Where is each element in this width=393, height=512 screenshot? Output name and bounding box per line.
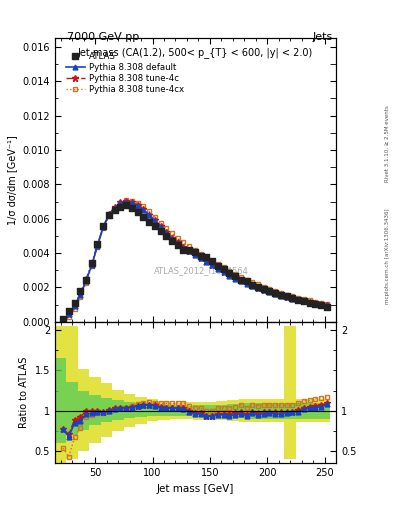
Point <box>203 253 209 262</box>
Point <box>220 265 227 273</box>
Point <box>192 248 198 257</box>
Point <box>284 292 290 301</box>
Point <box>243 278 250 286</box>
Point <box>72 298 78 307</box>
Point <box>261 285 267 293</box>
Point <box>163 232 169 240</box>
Point <box>255 283 261 291</box>
Point <box>312 300 318 308</box>
Point <box>186 246 192 254</box>
Point <box>301 297 307 306</box>
Point <box>100 222 107 230</box>
Point <box>129 203 135 211</box>
Legend: ATLAS, Pythia 8.308 default, Pythia 8.308 tune-4c, Pythia 8.308 tune-4cx: ATLAS, Pythia 8.308 default, Pythia 8.30… <box>62 48 187 98</box>
Point <box>226 269 233 277</box>
Point <box>140 213 147 221</box>
Point <box>66 307 72 315</box>
Point <box>123 201 129 209</box>
Point <box>117 203 123 211</box>
Point <box>180 245 187 253</box>
Point <box>88 259 95 267</box>
Point <box>77 287 83 295</box>
Point <box>266 287 273 295</box>
Point <box>152 222 158 230</box>
Point <box>324 303 330 311</box>
Point <box>169 237 175 245</box>
Point <box>215 262 221 270</box>
Point <box>295 295 301 304</box>
Text: Jets: Jets <box>313 32 333 42</box>
Point <box>307 298 313 307</box>
Text: Jet mass (CA(1.2), 500< p_{T} < 600, |y| < 2.0): Jet mass (CA(1.2), 500< p_{T} < 600, |y|… <box>78 47 313 58</box>
Point <box>318 301 324 309</box>
Point <box>174 241 181 249</box>
Point <box>94 240 101 248</box>
Text: mcplots.cern.ch [arXiv:1306.3436]: mcplots.cern.ch [arXiv:1306.3436] <box>385 208 389 304</box>
Point <box>112 206 118 214</box>
Point <box>60 315 66 324</box>
Point <box>238 275 244 284</box>
Point <box>157 227 163 235</box>
Point <box>146 218 152 226</box>
Point <box>289 294 296 302</box>
Text: Rivet 3.1.10, ≥ 2.5M events: Rivet 3.1.10, ≥ 2.5M events <box>385 105 389 182</box>
Point <box>278 290 284 298</box>
Point <box>249 281 255 289</box>
Point <box>106 211 112 219</box>
Y-axis label: 1/σ dσ/dm [GeV⁻¹]: 1/σ dσ/dm [GeV⁻¹] <box>7 135 17 225</box>
X-axis label: Jet mass [GeV]: Jet mass [GeV] <box>157 484 234 494</box>
Point <box>134 208 141 216</box>
Point <box>232 272 238 280</box>
Point <box>198 251 204 260</box>
Text: ATLAS_2012_I1094564: ATLAS_2012_I1094564 <box>154 266 249 275</box>
Point <box>209 257 215 265</box>
Point <box>272 289 278 297</box>
Point <box>83 275 89 284</box>
Text: 7000 GeV pp: 7000 GeV pp <box>67 32 139 42</box>
Y-axis label: Ratio to ATLAS: Ratio to ATLAS <box>19 357 29 428</box>
